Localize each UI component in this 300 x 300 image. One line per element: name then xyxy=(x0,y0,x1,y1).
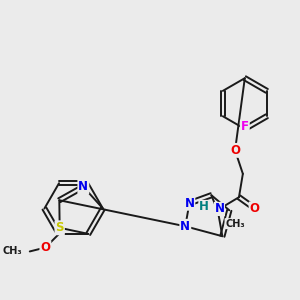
Text: F: F xyxy=(241,121,249,134)
Text: O: O xyxy=(40,241,50,254)
Text: S: S xyxy=(56,221,64,234)
Text: CH₃: CH₃ xyxy=(225,219,245,229)
Text: N: N xyxy=(214,202,224,215)
Text: N: N xyxy=(180,220,190,233)
Text: CH₃: CH₃ xyxy=(2,246,22,256)
Text: O: O xyxy=(250,202,260,215)
Text: N: N xyxy=(184,197,194,210)
Text: N: N xyxy=(78,180,88,193)
Text: H: H xyxy=(199,200,209,214)
Text: O: O xyxy=(230,144,240,157)
